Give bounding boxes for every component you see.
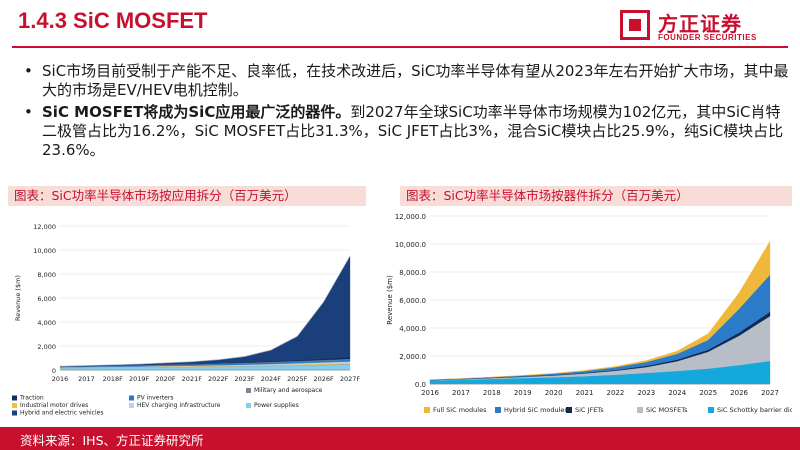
x-tick-label: 2026F	[313, 375, 334, 383]
x-tick-label: 2025	[699, 389, 717, 397]
x-tick-label: 2026	[730, 389, 748, 397]
legend-swatch	[12, 410, 17, 416]
legend-label: HEV charging infrastructure	[137, 402, 221, 409]
y-tick-label: 6,000.0	[399, 297, 426, 305]
y-tick-label: 2,000.0	[399, 353, 426, 361]
legend-swatch	[566, 407, 572, 413]
right-chart-title: 图表：SiC功率半导体市场按器件拆分（百万美元）	[400, 186, 792, 206]
bullet-item: • SiC MOSFET将成为SiC应用最广泛的器件。到2027年全球SiC功率…	[20, 103, 790, 160]
device-chart-svg: 0.0 2,000.0 4,000.0 6,000.0 8,000.0 10,000.0 1…	[386, 213, 800, 414]
page-title: 1.4.3 SiC MOSFET	[18, 8, 208, 33]
legend-label: Industrial motor drives	[20, 402, 88, 409]
bullet-list: • SiC市场目前受制于产能不足、良率低，在技术改进后，SiC功率半导体有望从2…	[20, 62, 790, 163]
legend-label: Power supplies	[254, 402, 299, 409]
y-tick-label: 8,000.0	[399, 269, 426, 277]
legend-swatch	[12, 395, 17, 401]
x-tick-label: 2017	[78, 375, 95, 383]
legend-swatch	[129, 403, 134, 408]
y-tick-label: 6,000	[37, 295, 56, 303]
x-tick-label: 2020	[545, 389, 563, 397]
legend-label: Full SiC modules	[433, 406, 487, 414]
logo-mark-icon	[620, 10, 650, 40]
legend-label: SiC JFETs	[575, 406, 604, 414]
title-divider	[12, 46, 788, 48]
source-text: 资料来源：IHS、方正证券研究所	[20, 433, 204, 448]
bullet-marker: •	[24, 103, 33, 121]
left-chart-title: 图表：SiC功率半导体市场按应用拆分（百万美元）	[8, 186, 366, 206]
legend-label: Hybrid SiC modules	[504, 406, 568, 414]
y-tick-label: 0.0	[415, 381, 426, 389]
legend-label: SiC MOSFETs	[646, 406, 688, 414]
x-tick-label: 2027	[761, 389, 779, 397]
legend-label: Military and aerospace	[254, 387, 323, 394]
x-tick-label: 2019	[514, 389, 532, 397]
x-tick-label: 2016	[421, 389, 439, 397]
bullet-item: • SiC市场目前受制于产能不足、良率低，在技术改进后，SiC功率半导体有望从2…	[20, 62, 790, 100]
legend-label: SiC Schottky barrier diodes	[717, 406, 792, 414]
y-tick-label: 8,000	[37, 271, 56, 279]
x-tick-label: 2018	[483, 389, 501, 397]
x-tick-label: 2018F	[103, 375, 124, 383]
x-tick-label: 2021	[576, 389, 594, 397]
legend-swatch	[708, 407, 714, 413]
legend-swatch	[424, 407, 430, 413]
bullet-bold-text: SiC MOSFET将成为SiC应用最广泛的器件。	[42, 103, 351, 121]
y-tick-label: 12,000.0	[395, 213, 426, 221]
legend-swatch	[12, 403, 17, 408]
device-area-chart: 0.0 2,000.0 4,000.0 6,000.0 8,000.0 10,000.0 1…	[380, 206, 800, 420]
x-tick-label: 2022F	[208, 375, 229, 383]
x-tick-label: 2027F	[340, 375, 361, 383]
x-tick-label: 2020F	[155, 375, 176, 383]
y-tick-label: 12,000	[33, 223, 56, 231]
legend-label: Traction	[19, 395, 44, 402]
y-tick-label: 4,000.0	[399, 325, 426, 333]
x-tick-label: 2022	[607, 389, 625, 397]
company-logo: 方正证券 FOUNDER SECURITIES	[620, 8, 790, 46]
source-footer: 资料来源：IHS、方正证券研究所	[0, 427, 800, 450]
y-tick-label: 10,000.0	[395, 241, 426, 249]
legend-label: Hybrid and electric vehicles	[20, 410, 103, 417]
y-tick-label: 2,000	[37, 343, 56, 351]
bullet-text: 到2027年全球SiC功率半导体市场规模为102亿元，其中SiC肖特二极管占比为…	[42, 103, 784, 159]
area-series-hybrid-and-electric-vehicles	[59, 255, 351, 367]
legend-label: PV inverters	[137, 395, 173, 402]
legend-swatch	[637, 407, 643, 413]
area-series-full-sic-modules	[429, 240, 771, 380]
x-tick-label: 2023F	[234, 375, 255, 383]
logo-text-cn: 方正证券	[658, 12, 742, 36]
x-tick-label: 2024	[668, 389, 686, 397]
legend-swatch	[246, 403, 251, 408]
application-area-chart: 0 2,000 4,000 6,000 8,000 10,000 12,000 2016 201…	[8, 208, 368, 417]
x-tick-label: 2016	[52, 375, 69, 383]
y-axis-label: Revenue ($m)	[14, 275, 22, 321]
legend-swatch	[495, 407, 501, 413]
legend-swatch	[129, 395, 134, 401]
y-axis-label: Revenue ($m)	[386, 275, 394, 325]
x-tick-label: 2019F	[129, 375, 150, 383]
y-tick-label: 0	[52, 367, 56, 375]
y-tick-label: 4,000	[37, 319, 56, 327]
x-tick-label: 2024F	[261, 375, 282, 383]
bullet-text: SiC市场目前受制于产能不足、良率低，在技术改进后，SiC功率半导体有望从202…	[42, 62, 789, 99]
legend-swatch	[246, 388, 251, 393]
area-series-other-applications	[59, 255, 351, 367]
x-tick-label: 2017	[452, 389, 470, 397]
application-chart-svg: 0 2,000 4,000 6,000 8,000 10,000 12,000 2016 201…	[12, 223, 361, 417]
x-tick-label: 2025F	[287, 375, 308, 383]
x-tick-label: 2021F	[182, 375, 203, 383]
x-tick-label: 2023	[637, 389, 655, 397]
y-tick-label: 10,000	[33, 247, 56, 255]
logo-text-en: FOUNDER SECURITIES	[658, 33, 757, 42]
bullet-marker: •	[24, 62, 33, 80]
